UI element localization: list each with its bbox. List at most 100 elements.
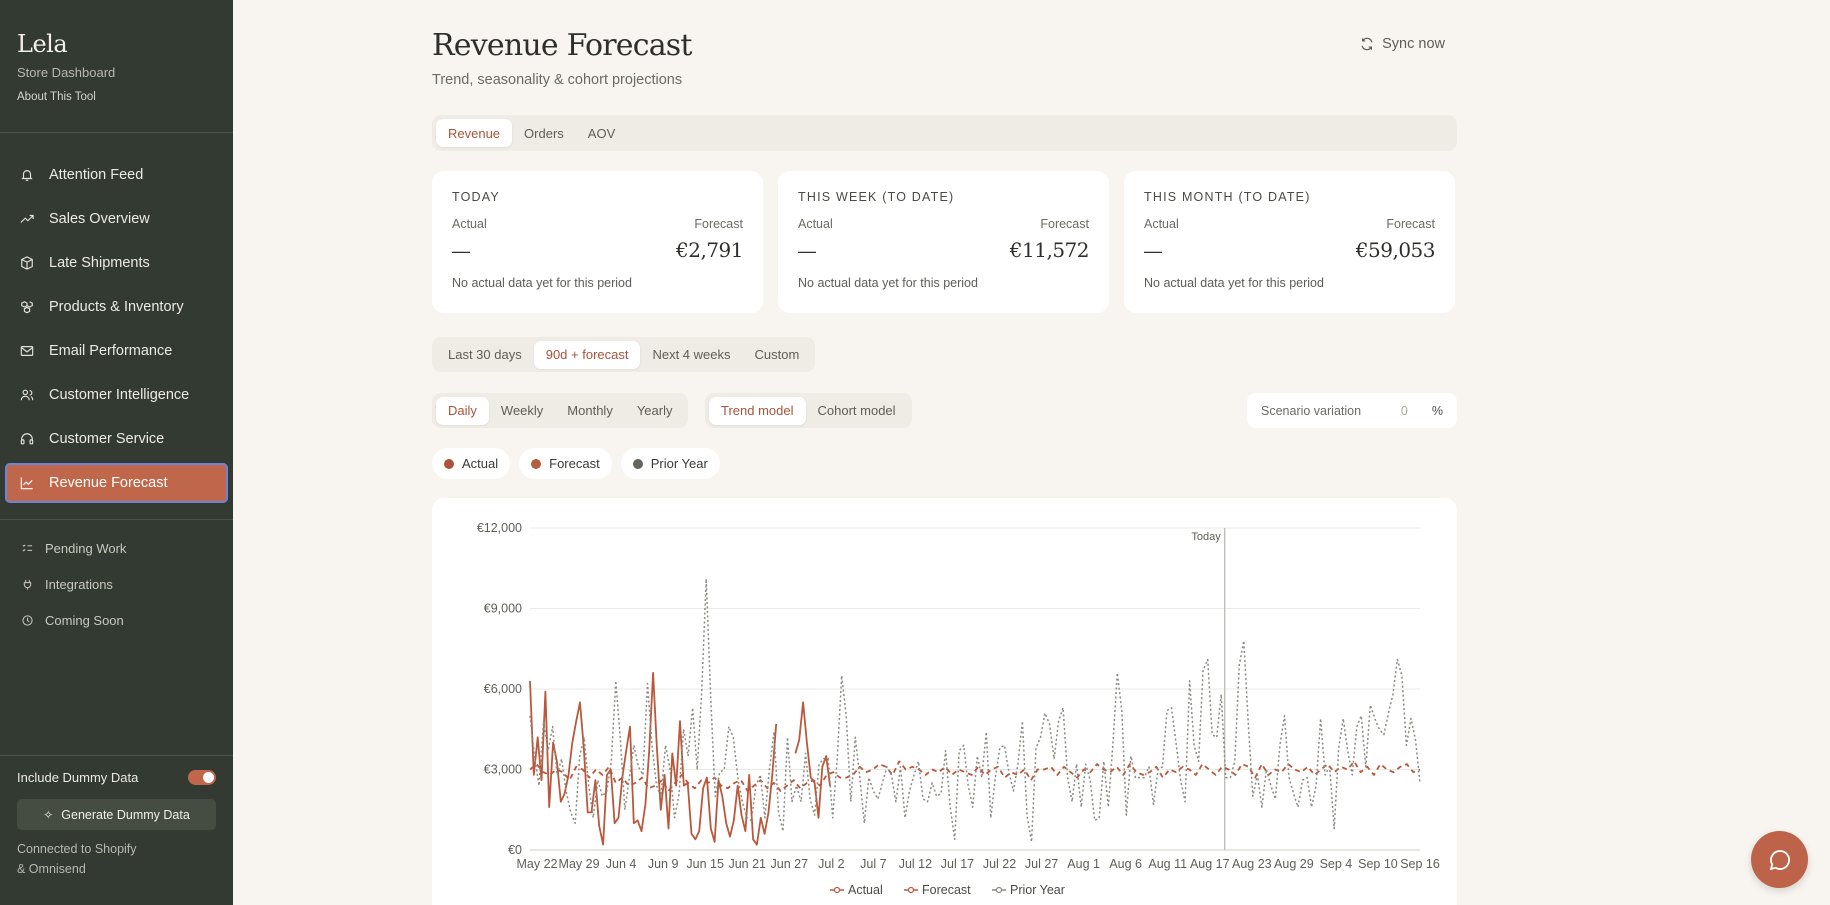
y-tick-label: €0 [508, 843, 522, 857]
card-note: No actual data yet for this period [798, 276, 978, 290]
sidebar-footer: Include Dummy Data ✧ Generate Dummy Data… [0, 755, 233, 905]
card-title: THIS WEEK (TO DATE) [798, 190, 955, 204]
range-90d-forecast[interactable]: 90d + forecast [533, 340, 641, 369]
actual-label: Actual [452, 217, 487, 231]
series-toggles: Actual Forecast Prior Year [432, 448, 720, 479]
x-tick-label: Aug 1 [1067, 857, 1100, 871]
card-values: — €2,791 [452, 238, 743, 262]
nav-item-email-performance[interactable]: Email Performance [5, 331, 228, 371]
nav-label: Late Shipments [49, 255, 150, 271]
x-tick-label: Sep 4 [1320, 857, 1353, 871]
legend-marker [995, 886, 1003, 894]
metric-tabs: Revenue Orders AOV [432, 115, 1457, 151]
nav-label: Customer Service [49, 431, 165, 447]
nav-item-sales-overview[interactable]: Sales Overview [5, 199, 228, 239]
forecast-label: Forecast [694, 217, 743, 231]
boxes-icon [21, 301, 33, 314]
nav-item-customer-intelligence[interactable]: Customer Intelligence [5, 375, 228, 415]
granularity-tabs: Daily Weekly Monthly Yearly [432, 393, 689, 428]
generate-dummy-data-button[interactable]: ✧ Generate Dummy Data [17, 799, 216, 830]
series-toggle-forecast[interactable]: Forecast [519, 448, 612, 479]
nav-item-coming-soon[interactable]: Coming Soon [0, 602, 233, 638]
connection-status: Connected to Shopify & Omnisend [17, 839, 216, 879]
trend-up-icon [20, 214, 34, 223]
legend-marker [907, 886, 915, 894]
nav-item-customer-service[interactable]: Customer Service [5, 419, 228, 459]
sync-now-button[interactable]: Sync now [1360, 36, 1445, 52]
range-tabs: Last 30 days 90d + forecast Next 4 weeks… [432, 337, 816, 372]
x-tick-label: Aug 29 [1274, 857, 1314, 871]
granularity-monthly[interactable]: Monthly [567, 403, 613, 418]
list-check-icon [22, 543, 33, 552]
page-title: Revenue Forecast [432, 28, 692, 63]
subnav-label: Coming Soon [45, 612, 124, 628]
forecast-label: Forecast [1040, 217, 1089, 231]
granularity-daily[interactable]: Daily [436, 396, 489, 425]
secondary-nav: Pending Work Integrations Coming Soon [0, 530, 233, 638]
tab-aov[interactable]: AOV [587, 125, 616, 141]
x-tick-label: Jun 9 [648, 857, 679, 871]
headset-icon [20, 433, 34, 445]
actual-value: — [1144, 241, 1162, 261]
nav-item-late-shipments[interactable]: Late Shipments [5, 243, 228, 283]
about-link[interactable]: About This Tool [17, 91, 96, 103]
plug-icon [23, 579, 32, 590]
tab-revenue[interactable]: Revenue [436, 119, 513, 147]
nav-label: Attention Feed [49, 167, 144, 183]
forecast-color-dot [531, 458, 542, 469]
nav-item-attention-feed[interactable]: Attention Feed [5, 155, 228, 195]
generate-label: Generate Dummy Data [61, 807, 190, 822]
card-today: TODAY Actual Forecast — €2,791 No actual… [432, 171, 763, 313]
x-tick-label: Jul 12 [899, 857, 932, 871]
nav-item-revenue-forecast[interactable]: Revenue Forecast [5, 463, 228, 503]
scenario-variation-field[interactable]: Scenario variation 0 % [1247, 393, 1457, 428]
line-chart-icon [20, 477, 33, 490]
nav-item-products-inventory[interactable]: Products & Inventory [5, 287, 228, 327]
actual-label: Actual [1144, 217, 1179, 231]
nav-divider [0, 519, 233, 520]
today-label: Today [1191, 531, 1221, 543]
nav-item-integrations[interactable]: Integrations [0, 566, 233, 602]
package-icon [21, 256, 33, 270]
model-trend[interactable]: Trend model [709, 396, 806, 425]
card-title: TODAY [452, 190, 500, 204]
y-tick-label: €6,000 [484, 682, 522, 696]
revenue-forecast-chart: €0 €3,000 €6,000 €9,000 €12,000 May 22 May 29 J… [477, 521, 1440, 897]
forecast-label: Forecast [1386, 217, 1435, 231]
mail-icon [20, 346, 34, 356]
summary-cards: TODAY Actual Forecast — €2,791 No actual… [432, 171, 1455, 313]
range-last-30-days[interactable]: Last 30 days [448, 347, 522, 362]
chat-bubble-icon [1769, 849, 1790, 870]
card-note: No actual data yet for this period [452, 276, 632, 290]
actual-color-dot [444, 458, 454, 469]
chat-button[interactable] [1751, 831, 1808, 888]
scenario-value[interactable]: 0 [1400, 403, 1408, 418]
series-label: Actual [462, 456, 499, 471]
actual-value: — [798, 241, 816, 261]
card-title: THIS MONTH (TO DATE) [1144, 190, 1311, 204]
granularity-yearly[interactable]: Yearly [636, 403, 673, 418]
x-tick-label: Sep 16 [1400, 857, 1440, 871]
granularity-weekly[interactable]: Weekly [500, 403, 544, 418]
series-toggle-prior-year[interactable]: Prior Year [620, 448, 720, 479]
x-tick-label: May 29 [559, 857, 600, 871]
forecast-value: €2,791 [676, 238, 743, 262]
nav-label: Products & Inventory [49, 299, 184, 315]
subnav-label: Integrations [45, 576, 113, 592]
main-nav: Attention Feed Sales Overview Late Shipm… [0, 133, 233, 503]
forecast-chart-card: €0 €3,000 €6,000 €9,000 €12,000 May 22 May 29 J… [432, 498, 1457, 905]
nav-item-pending-work[interactable]: Pending Work [0, 530, 233, 566]
x-tick-label: Aug 11 [1148, 857, 1187, 871]
legend-label: Forecast [922, 883, 971, 897]
series-toggle-actual[interactable]: Actual [432, 448, 511, 479]
tab-orders[interactable]: Orders [524, 125, 564, 141]
legend-label: Actual [848, 883, 883, 897]
x-tick-label: Sep 10 [1358, 857, 1398, 871]
card-labels: Actual Forecast [452, 217, 743, 231]
dummy-data-toggle[interactable] [188, 770, 216, 785]
card-labels: Actual Forecast [1144, 217, 1435, 231]
range-custom[interactable]: Custom [754, 347, 800, 362]
range-next-4-weeks[interactable]: Next 4 weeks [652, 347, 731, 362]
model-cohort[interactable]: Cohort model [817, 403, 896, 418]
page-subtitle: Trend, seasonality & cohort projections [432, 72, 683, 88]
